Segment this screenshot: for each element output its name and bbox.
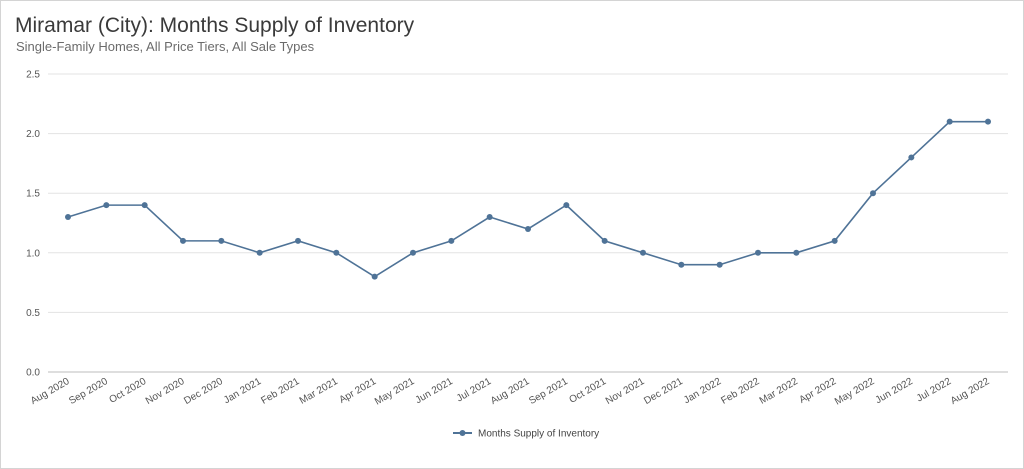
data-point[interactable] xyxy=(486,214,493,221)
y-tick-label: 0.5 xyxy=(26,308,40,319)
data-point[interactable] xyxy=(908,154,915,161)
x-tick-label: Jan 2022 xyxy=(682,376,724,406)
x-tick-label: Dec 2020 xyxy=(182,376,225,407)
x-tick-label: Dec 2021 xyxy=(642,376,685,407)
x-tick-label: Nov 2021 xyxy=(604,376,647,407)
x-tick-label: Jul 2022 xyxy=(915,376,954,405)
data-point[interactable] xyxy=(601,237,608,244)
data-point[interactable] xyxy=(333,249,340,256)
x-tick-label: Mar 2022 xyxy=(758,376,800,407)
data-point[interactable] xyxy=(985,118,991,125)
data-point[interactable] xyxy=(256,249,263,256)
chart-title: Miramar (City): Months Supply of Invento… xyxy=(15,14,415,37)
series-line xyxy=(67,120,988,278)
data-point[interactable] xyxy=(563,202,570,209)
y-tick-label: 1.5 xyxy=(26,189,40,200)
data-point[interactable] xyxy=(640,249,646,256)
y-tick-label: 2.5 xyxy=(26,70,40,81)
data-point[interactable] xyxy=(295,237,301,244)
x-tick-label: Sep 2021 xyxy=(527,376,570,407)
x-tick-label: Oct 2020 xyxy=(108,376,149,406)
x-tick-label: Jan 2021 xyxy=(222,376,264,406)
y-tick-label: 2.0 xyxy=(26,129,40,140)
data-point[interactable] xyxy=(525,225,531,232)
data-point[interactable] xyxy=(65,214,71,221)
x-tick-label: Apr 2022 xyxy=(798,376,839,406)
y-axis-ticks: 0.0 0.5 1.0 1.5 2.0 2.5 xyxy=(26,70,40,379)
grid-lines xyxy=(48,73,1008,373)
data-point[interactable] xyxy=(716,261,723,268)
data-point[interactable] xyxy=(946,118,953,125)
data-point[interactable] xyxy=(371,273,378,280)
data-point[interactable] xyxy=(410,249,416,256)
data-point[interactable] xyxy=(793,249,800,256)
data-point[interactable] xyxy=(755,249,761,256)
x-tick-label: Apr 2021 xyxy=(338,376,379,406)
legend-dot-marker xyxy=(459,430,466,436)
data-point[interactable] xyxy=(678,261,685,268)
data-point[interactable] xyxy=(180,237,186,244)
x-tick-label: Aug 2022 xyxy=(949,376,992,407)
series-layer xyxy=(65,118,991,280)
legend-label: Months Supply of Inventory xyxy=(478,429,599,440)
x-tick-label: Jun 2022 xyxy=(874,376,916,406)
x-tick-label: Feb 2021 xyxy=(259,376,301,407)
legend[interactable]: Months Supply of Inventory xyxy=(453,429,599,440)
data-point[interactable] xyxy=(831,237,838,244)
data-point[interactable] xyxy=(103,202,110,209)
x-tick-label: May 2022 xyxy=(833,376,877,408)
x-tick-label: Nov 2020 xyxy=(144,376,187,407)
x-tick-label: Jun 2021 xyxy=(414,376,456,406)
x-tick-label: Sep 2020 xyxy=(67,376,110,407)
x-tick-label: Jul 2021 xyxy=(455,376,494,405)
x-tick-label: May 2021 xyxy=(373,376,417,408)
data-point[interactable] xyxy=(141,202,148,209)
x-tick-label: Aug 2021 xyxy=(489,376,532,407)
y-tick-label: 1.0 xyxy=(26,248,40,259)
x-tick-label: Aug 2020 xyxy=(29,376,72,407)
data-point[interactable] xyxy=(870,190,876,197)
x-tick-label: Oct 2021 xyxy=(568,376,609,406)
x-tick-label: Mar 2021 xyxy=(298,376,340,407)
chart-subtitle: Single-Family Homes, All Price Tiers, Al… xyxy=(16,39,315,54)
x-tick-label: Feb 2022 xyxy=(719,376,761,407)
data-point[interactable] xyxy=(448,237,455,244)
data-point[interactable] xyxy=(218,237,225,244)
y-tick-label: 0.0 xyxy=(26,368,40,379)
